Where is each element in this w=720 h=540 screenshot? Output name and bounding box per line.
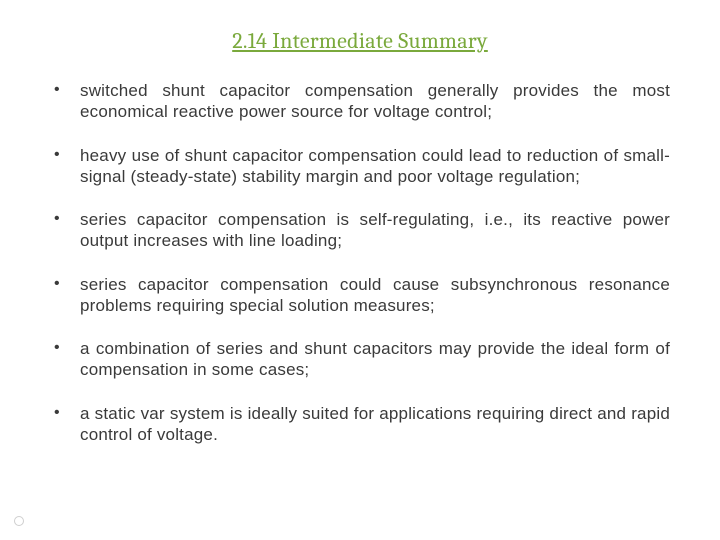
slide: 2.14 Intermediate Summary switched shunt…: [0, 0, 720, 540]
list-item: a combination of series and shunt capaci…: [50, 338, 670, 381]
list-item: series capacitor compensation could caus…: [50, 274, 670, 317]
slide-title: 2.14 Intermediate Summary: [50, 28, 670, 54]
list-item: heavy use of shunt capacitor compensatio…: [50, 145, 670, 188]
list-item: switched shunt capacitor compensation ge…: [50, 80, 670, 123]
list-item: series capacitor compensation is self-re…: [50, 209, 670, 252]
decorative-dot-icon: [14, 516, 24, 526]
bullet-list: switched shunt capacitor compensation ge…: [50, 80, 670, 445]
list-item: a static var system is ideally suited fo…: [50, 403, 670, 446]
